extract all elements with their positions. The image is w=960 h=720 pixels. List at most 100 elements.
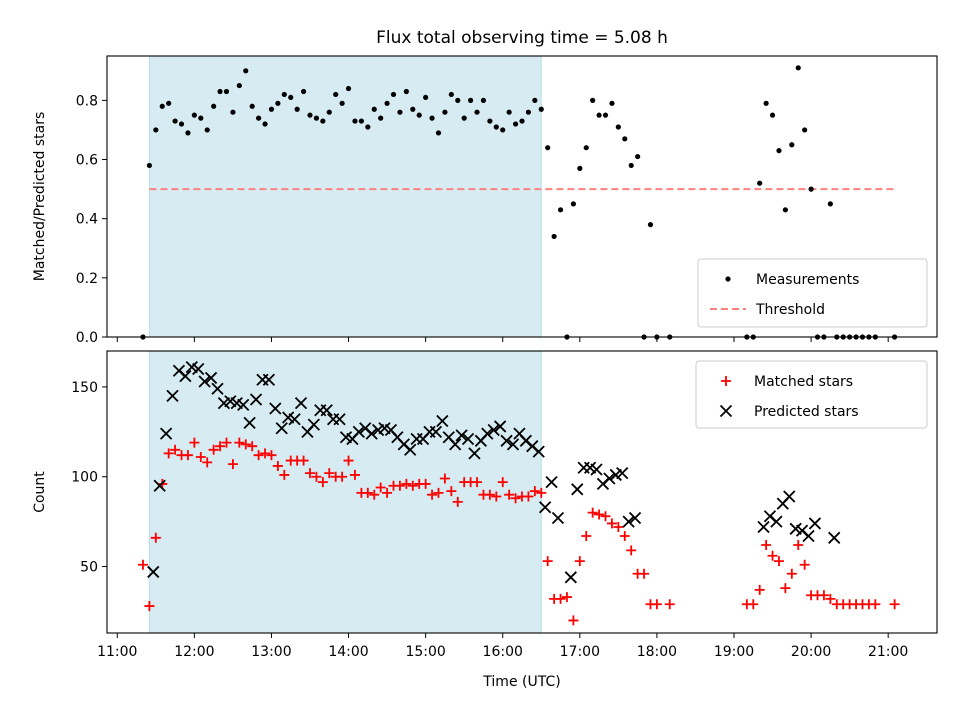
predicted-point <box>147 565 160 579</box>
matched-point <box>298 455 309 466</box>
matched-point <box>594 509 605 520</box>
matched-point <box>889 599 900 610</box>
predicted-point <box>166 389 179 403</box>
x-tick-label: 14:00 <box>328 644 368 660</box>
matched-point <box>394 480 405 491</box>
measurement-point <box>532 97 538 103</box>
y-tick-label: 0.0 <box>76 330 98 346</box>
predicted-point <box>545 475 558 489</box>
measurement-point <box>506 109 512 115</box>
matched-point <box>266 450 277 461</box>
measurement-point <box>384 100 390 106</box>
matched-point <box>484 489 495 500</box>
measurement-point <box>211 103 217 109</box>
measurement-point <box>570 201 576 207</box>
matched-point <box>439 473 450 484</box>
x-tick-label: 13:00 <box>251 644 291 660</box>
matched-point <box>420 478 431 489</box>
predicted-point <box>538 501 552 514</box>
measurement-point <box>159 103 165 109</box>
measurement-point <box>249 103 255 109</box>
predicted-point <box>802 529 815 543</box>
x-axis-label: Time (UTC) <box>482 674 560 690</box>
measurement-point <box>262 121 268 127</box>
matched-point <box>504 489 515 500</box>
measurement-point <box>795 65 801 71</box>
measurement-point <box>583 145 589 151</box>
predicted-point <box>179 370 192 383</box>
predicted-point <box>551 511 565 525</box>
y-tick-label: 0.6 <box>76 153 98 169</box>
matched-point <box>773 556 784 567</box>
measurement-point <box>371 106 377 112</box>
y-tick-label: 50 <box>80 560 98 576</box>
matched-point <box>253 450 264 461</box>
measurement-point <box>763 100 769 106</box>
measurement-point <box>358 118 364 124</box>
matched-point <box>754 584 765 595</box>
matched-point <box>523 491 534 502</box>
y-axis-label: Matched/Predicted stars <box>32 112 48 282</box>
matched-point <box>472 477 483 488</box>
measurement-point <box>628 162 634 169</box>
measurement-point <box>596 112 602 118</box>
matched-point <box>324 468 335 479</box>
measurement-point <box>223 88 230 95</box>
measurement-point <box>429 115 435 121</box>
matched-point <box>279 469 290 480</box>
y-tick-label: 100 <box>71 470 98 486</box>
measurement-point <box>545 145 551 151</box>
measurement-point <box>275 100 281 106</box>
chart-panel-top: 0.0 0.2 0.4 0.6 0.8 Matched/Predicted stars Me… <box>32 55 938 346</box>
predicted-point <box>365 427 378 440</box>
measurement-point <box>525 109 532 115</box>
y-tick-label: 0.4 <box>76 212 98 228</box>
measurement-point <box>827 201 833 207</box>
predicted-point <box>159 427 173 440</box>
measurement-point <box>557 207 564 213</box>
matched-point <box>195 451 206 462</box>
predicted-point <box>571 483 584 496</box>
measurement-point <box>185 130 191 136</box>
measurement-point <box>191 112 197 118</box>
x-tick-label: 18:00 <box>637 644 677 660</box>
matched-point <box>587 507 598 518</box>
predicted-point <box>307 418 320 431</box>
x-tick-label: 17:00 <box>560 644 600 660</box>
matched-point <box>767 550 778 561</box>
matched-point <box>664 599 675 610</box>
measurement-point <box>577 165 583 171</box>
matched-point <box>574 556 585 567</box>
matched-point <box>317 477 328 488</box>
predicted-point <box>262 373 276 386</box>
predicted-point <box>628 511 642 525</box>
predicted-point <box>757 520 770 534</box>
matched-point <box>382 487 393 498</box>
predicted-point <box>487 423 500 437</box>
measurement-point <box>339 100 345 106</box>
matched-point <box>305 468 316 479</box>
matched-point <box>337 471 348 482</box>
measurement-point <box>435 130 442 136</box>
matched-point <box>427 489 438 500</box>
measurement-point <box>333 91 339 98</box>
matched-point <box>568 615 579 626</box>
matched-point <box>491 491 502 502</box>
legend: Matched stars Predicted stars <box>695 360 928 429</box>
matched-point <box>510 493 521 504</box>
matched-point <box>793 539 804 550</box>
predicted-point <box>603 472 616 485</box>
matched-point <box>433 487 444 498</box>
matched-point <box>401 478 412 489</box>
matched-point <box>369 489 380 500</box>
predicted-point <box>294 396 308 410</box>
predicted-point <box>783 490 796 503</box>
matched-point <box>234 437 245 448</box>
legend-box <box>695 360 928 429</box>
predicted-point <box>481 427 494 440</box>
measurement-point <box>602 112 609 118</box>
matched-point <box>272 460 283 471</box>
measurement-point <box>519 118 525 124</box>
predicted-point <box>211 382 224 395</box>
